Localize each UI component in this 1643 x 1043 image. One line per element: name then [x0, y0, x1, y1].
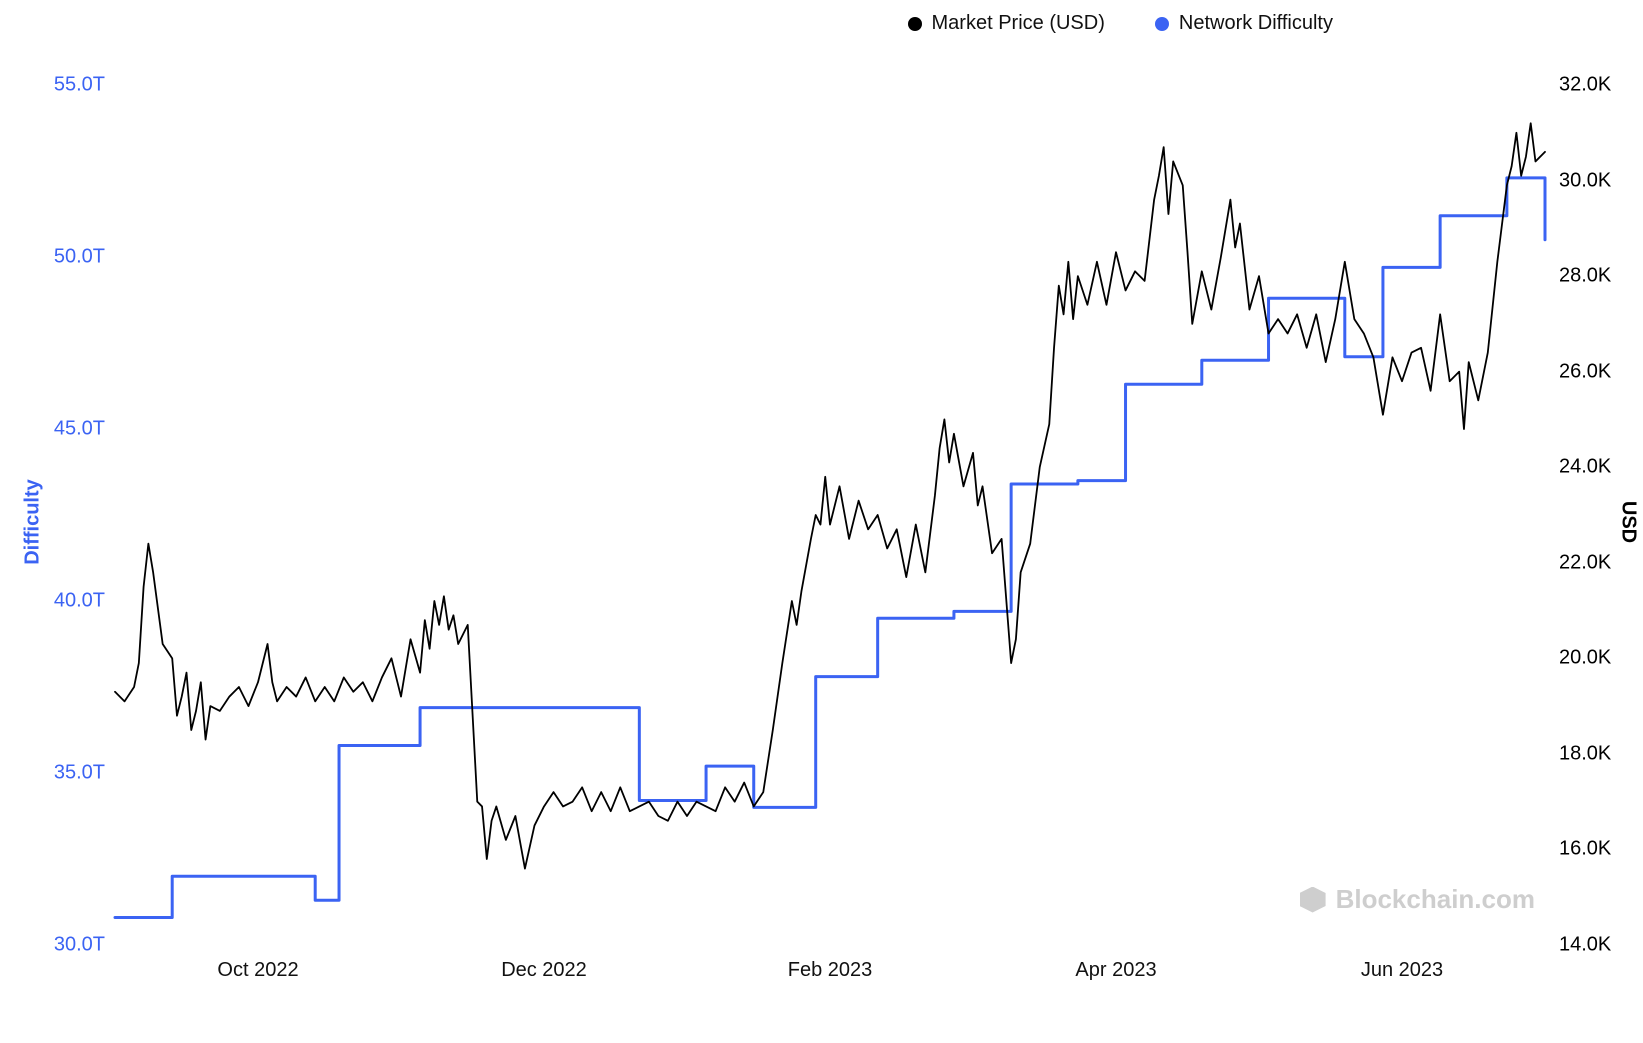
y-left-tick: 45.0T	[35, 418, 105, 441]
x-tick: Jun 2023	[1361, 959, 1443, 982]
x-tick: Apr 2023	[1075, 959, 1156, 982]
y-right-tick: 32.0K	[1559, 74, 1629, 97]
y-right-tick: 16.0K	[1559, 838, 1629, 861]
y-right-tick: 30.0K	[1559, 169, 1629, 192]
y-left-tick: 55.0T	[35, 74, 105, 97]
y-left-tick: 35.0T	[35, 762, 105, 785]
y-left-tick: 50.0T	[35, 246, 105, 269]
y-right-tick: 18.0K	[1559, 742, 1629, 765]
y-right-tick: 20.0K	[1559, 647, 1629, 670]
x-tick: Oct 2022	[217, 959, 298, 982]
chart-container: Market Price (USD) Network Difficulty Di…	[0, 0, 1643, 1043]
series-network-difficulty	[115, 178, 1545, 918]
watermark-cube-icon	[1300, 887, 1326, 913]
watermark-text: Blockchain.com	[1336, 884, 1535, 915]
series-market-price-usd-	[115, 123, 1545, 868]
y-right-tick: 26.0K	[1559, 360, 1629, 383]
watermark: Blockchain.com	[1300, 884, 1535, 915]
y-right-tick: 28.0K	[1559, 265, 1629, 288]
y-right-tick: 24.0K	[1559, 456, 1629, 479]
y-left-tick: 30.0T	[35, 934, 105, 957]
x-tick: Dec 2022	[501, 959, 587, 982]
y-left-tick: 40.0T	[35, 590, 105, 613]
x-tick: Feb 2023	[788, 959, 873, 982]
y-right-tick: 14.0K	[1559, 934, 1629, 957]
y-right-tick: 22.0K	[1559, 551, 1629, 574]
